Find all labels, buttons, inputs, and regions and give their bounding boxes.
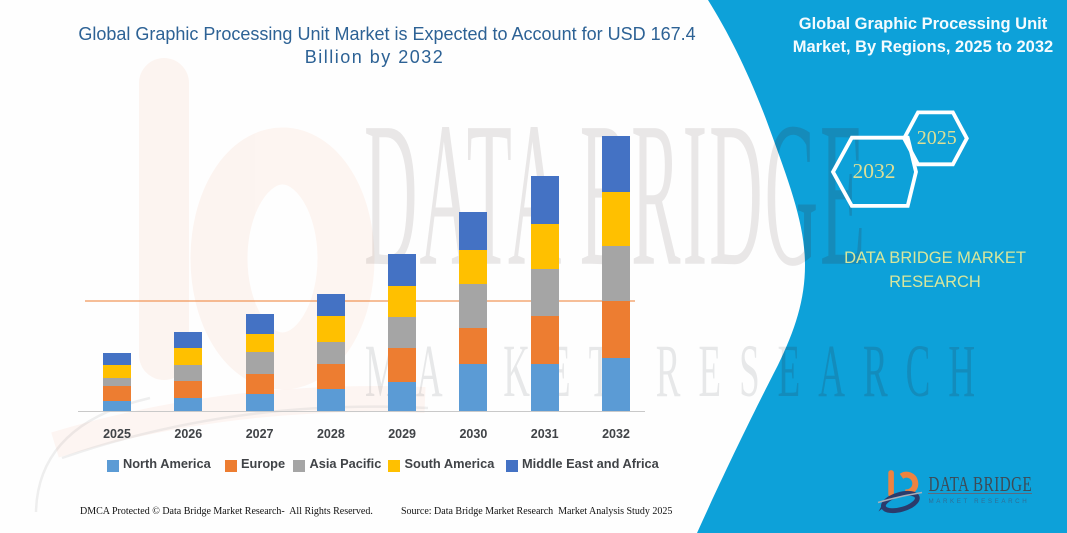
svg-text:DATA BRIDGE: DATA BRIDGE [929,473,1033,496]
svg-text:2032: 2032 [853,159,896,183]
svg-text:2025: 2025 [917,127,957,149]
svg-text:MARKET RESEARCH: MARKET RESEARCH [929,498,1030,505]
